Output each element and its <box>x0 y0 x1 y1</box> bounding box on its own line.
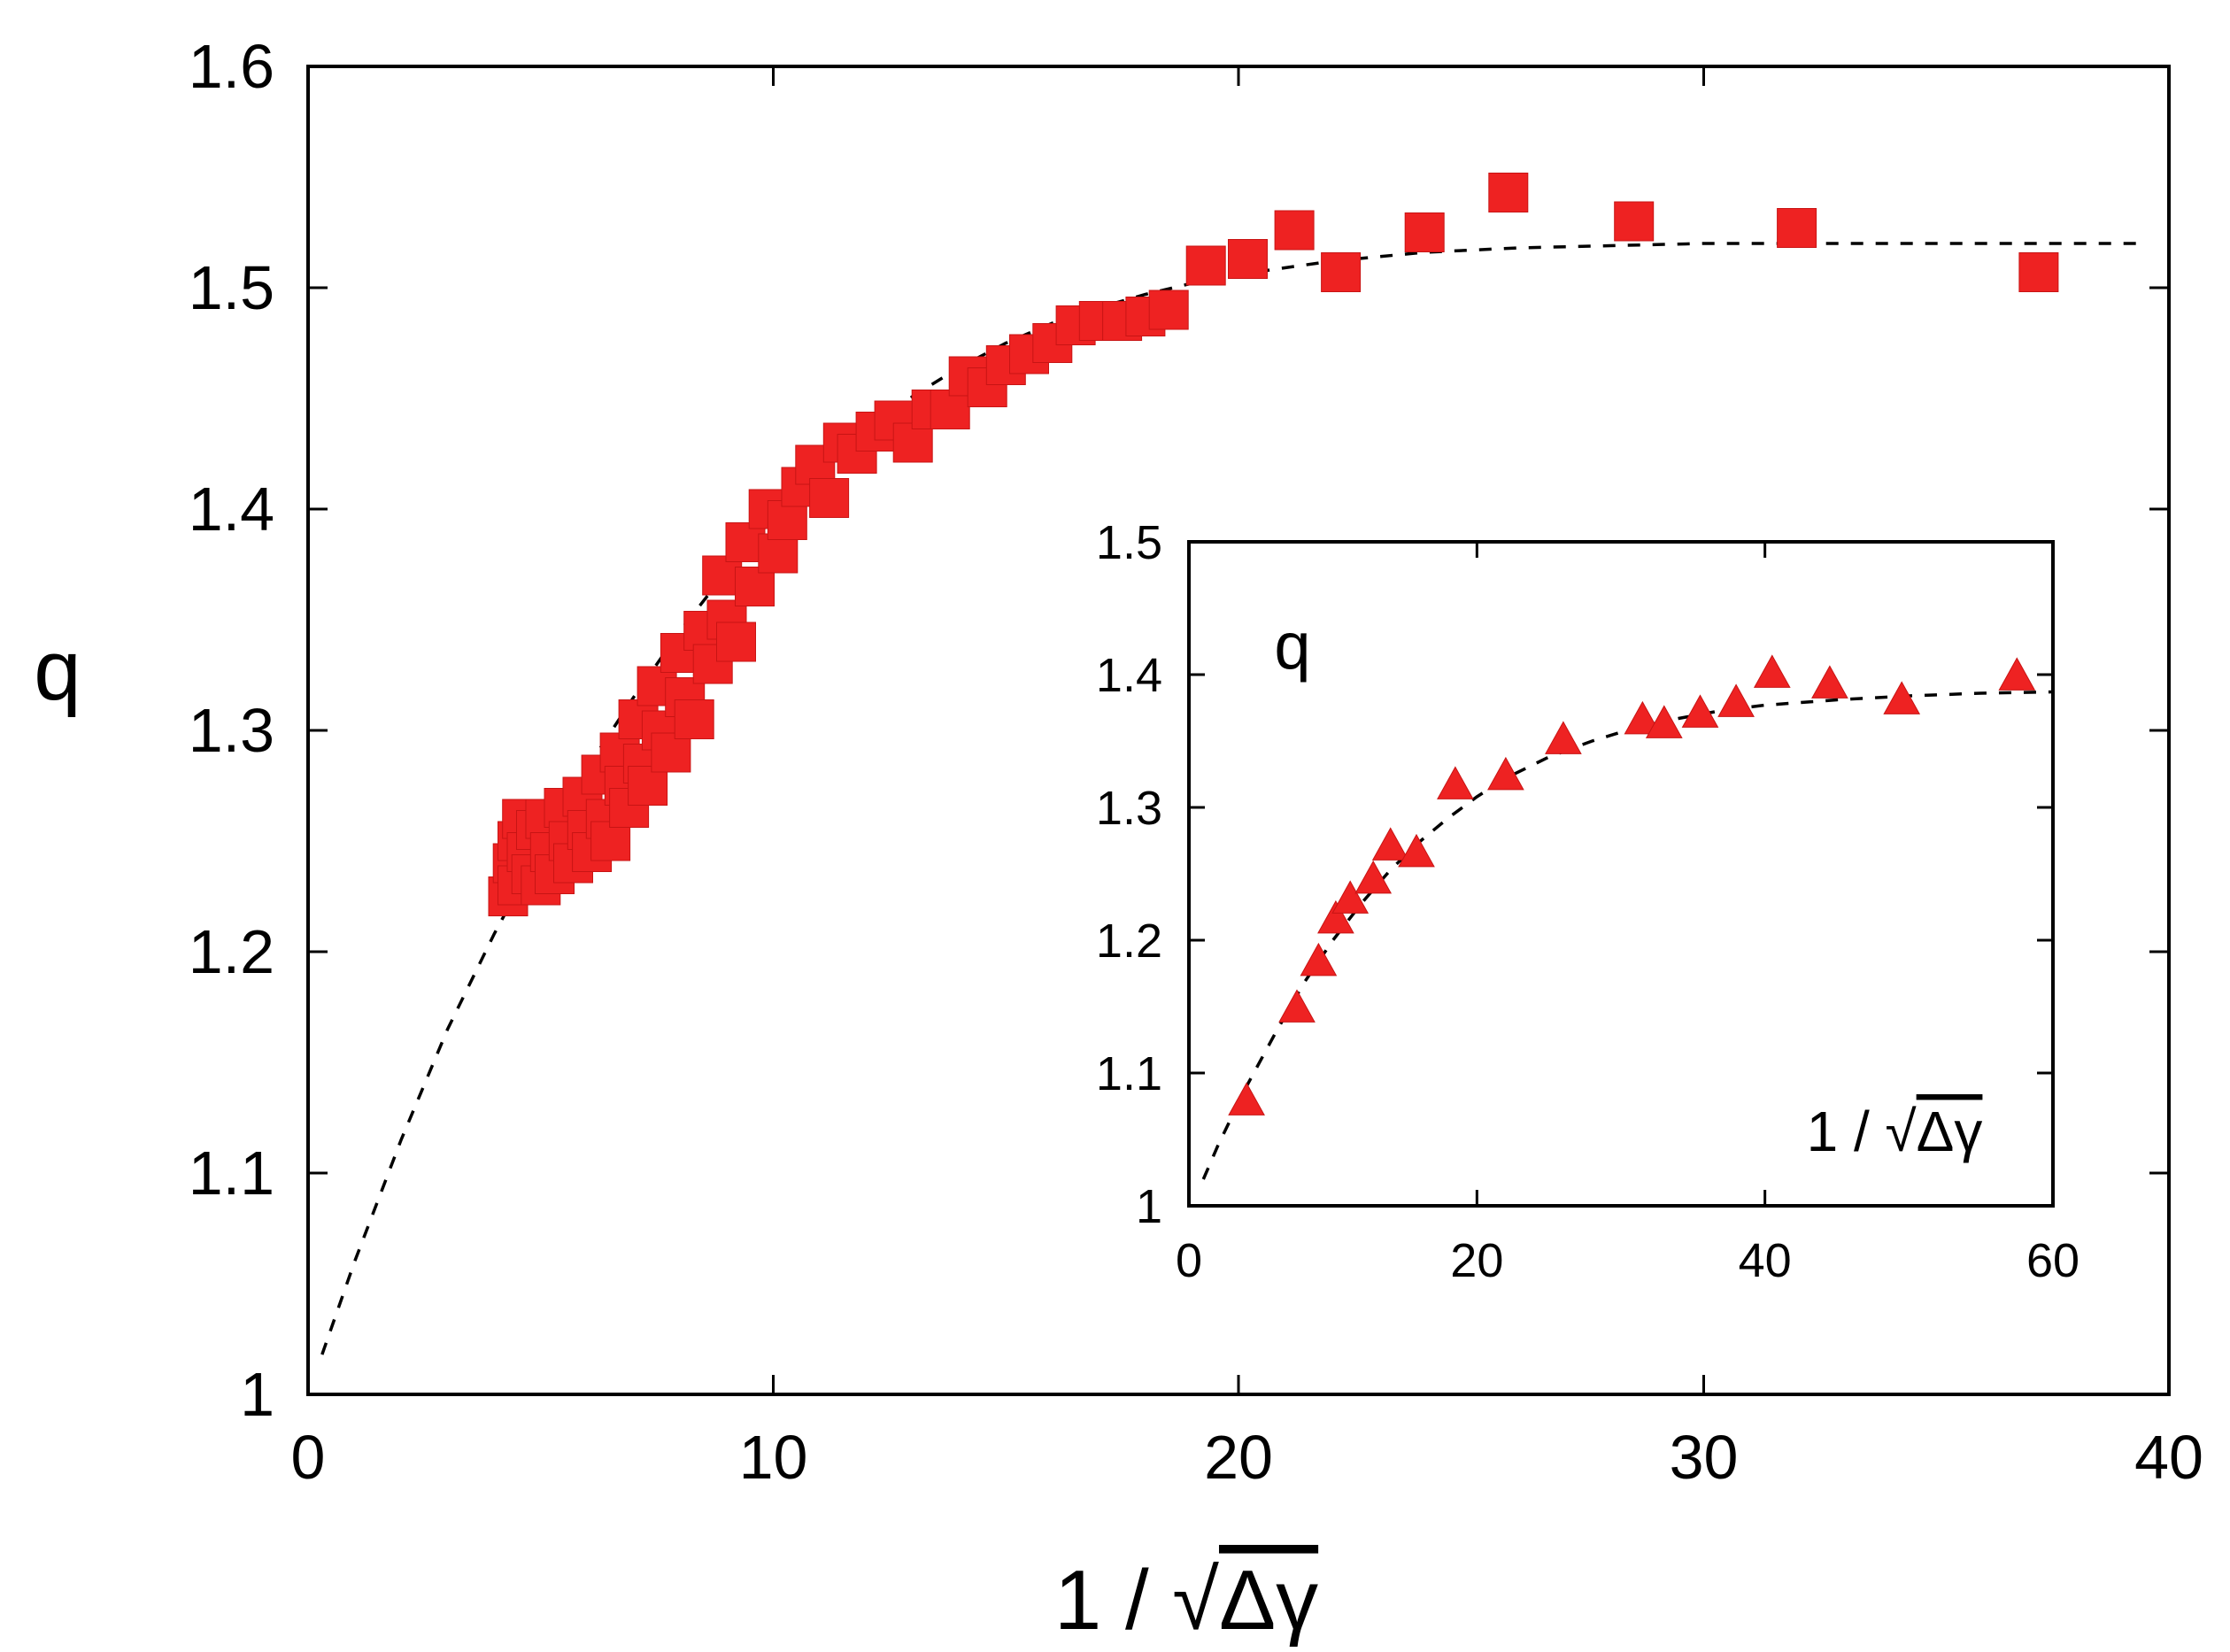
main-x-tick-label: 40 <box>2134 1423 2203 1492</box>
main-x-tick-label: 10 <box>739 1423 808 1492</box>
inset-x-tick-label: 60 <box>2026 1234 2080 1287</box>
main-x-tick-label: 30 <box>1670 1423 1739 1492</box>
main-data-markers <box>488 173 2059 916</box>
main-x-tick-label: 20 <box>1204 1423 1273 1492</box>
inset-data-point-triangle <box>1354 860 1393 894</box>
inset-data-point-triangle <box>1228 1082 1265 1115</box>
inset-data-point-triangle <box>1998 657 2036 691</box>
inset-data-point-triangle <box>1398 833 1435 868</box>
inset-data-point-triangle <box>1717 683 1755 717</box>
main-data-point-square <box>1228 239 1268 279</box>
inset-x-axis-label-variable: Δγ <box>1917 1100 1983 1163</box>
main-x-axis-label: 1 / √Δγ <box>1054 1553 1318 1648</box>
inset-data-point-triangle <box>1487 756 1524 791</box>
inset-data-point-triangle <box>1371 827 1409 861</box>
inset-y-tick-label: 1 <box>1136 1180 1162 1233</box>
inset-data-point-triangle <box>1545 721 1582 754</box>
main-data-point-square <box>1274 210 1315 251</box>
inset-data-point-triangle <box>1624 700 1662 735</box>
inset-y-tick-label: 1.3 <box>1096 782 1162 835</box>
main-data-point-square <box>628 766 668 806</box>
main-data-point-square <box>674 699 714 739</box>
inset-x-axis-label: 1 / √Δγ <box>1807 1100 1983 1163</box>
main-data-point-square <box>1777 208 1817 248</box>
main-data-point-square <box>2018 252 2059 292</box>
inset-x-axis-label-prefix: 1 / <box>1807 1100 1886 1163</box>
inset-plot: 0 20 40 60 1 1.1 1.2 1.3 1.4 1.5 q 1 / √Δγ <box>1096 516 2080 1287</box>
inset-data-point-triangle <box>1753 654 1791 688</box>
inset-data-point-triangle <box>1681 694 1719 728</box>
inset-axis-ticks: 0 20 40 60 1 1.1 1.2 1.3 1.4 1.5 <box>1096 516 2080 1287</box>
inset-y-tick-label: 1.1 <box>1096 1047 1162 1100</box>
inset-y-tick-label: 1.5 <box>1096 516 1162 569</box>
inset-x-tick-label: 0 <box>1176 1234 1202 1287</box>
inset-y-axis-label: q <box>1274 609 1310 683</box>
inset-plot-frame <box>1187 540 2055 1208</box>
main-x-axis-label-prefix: 1 / <box>1054 1553 1172 1648</box>
main-data-point-square <box>590 821 631 861</box>
main-data-point-square <box>809 478 850 518</box>
main-data-point-square <box>1404 212 1445 252</box>
inset-y-tick-label: 1.4 <box>1096 649 1162 702</box>
main-data-point-square <box>1614 201 1655 242</box>
main-x-axis-label-variable: Δγ <box>1219 1553 1318 1648</box>
main-data-point-square <box>651 732 691 773</box>
main-fit-curve <box>320 242 2146 1355</box>
inset-data-markers <box>1228 654 2036 1115</box>
inset-data-point-triangle <box>1437 766 1474 799</box>
main-data-point-square <box>1488 173 1529 212</box>
inset-data-point-triangle <box>1278 989 1316 1023</box>
main-data-point-square <box>767 500 807 540</box>
main-data-point-square <box>1321 252 1362 292</box>
inset-x-axis-label-radical: √ <box>1886 1100 1917 1163</box>
inset-data-point-triangle <box>1300 942 1338 977</box>
main-data-point-square <box>716 621 756 662</box>
main-data-point-square <box>735 567 775 606</box>
inset-data-point-triangle <box>1317 899 1354 934</box>
main-y-axis-label: q <box>34 623 81 718</box>
main-x-axis-label-radical: √ <box>1172 1553 1219 1648</box>
inset-data-point-triangle <box>1331 880 1370 914</box>
inset-x-tick-label: 20 <box>1450 1234 1503 1287</box>
main-data-point-square <box>758 533 799 574</box>
main-y-tick-label: 1.3 <box>189 696 274 765</box>
inset-data-point-triangle <box>1645 705 1683 738</box>
inset-x-tick-label: 40 <box>1739 1234 1792 1287</box>
main-y-tick-label: 1.5 <box>189 253 274 322</box>
inset-fit-curve <box>1201 690 2054 1180</box>
main-y-tick-label: 1.1 <box>189 1139 274 1208</box>
inset-plot-background <box>1189 542 2053 1206</box>
main-data-point-square <box>892 422 933 463</box>
main-y-tick-label: 1.4 <box>189 475 274 544</box>
main-y-tick-label: 1 <box>240 1360 274 1429</box>
inset-data-point-triangle <box>1811 665 1848 699</box>
main-y-tick-label: 1.6 <box>189 32 274 101</box>
inset-y-tick-label: 1.2 <box>1096 915 1162 968</box>
main-data-point-square <box>1185 245 1226 286</box>
main-y-tick-label: 1.2 <box>189 917 274 986</box>
main-data-point-square <box>930 390 970 429</box>
inset-data-point-triangle <box>1883 681 1921 714</box>
main-x-tick-label: 0 <box>291 1423 326 1492</box>
main-data-point-square <box>1148 289 1189 330</box>
